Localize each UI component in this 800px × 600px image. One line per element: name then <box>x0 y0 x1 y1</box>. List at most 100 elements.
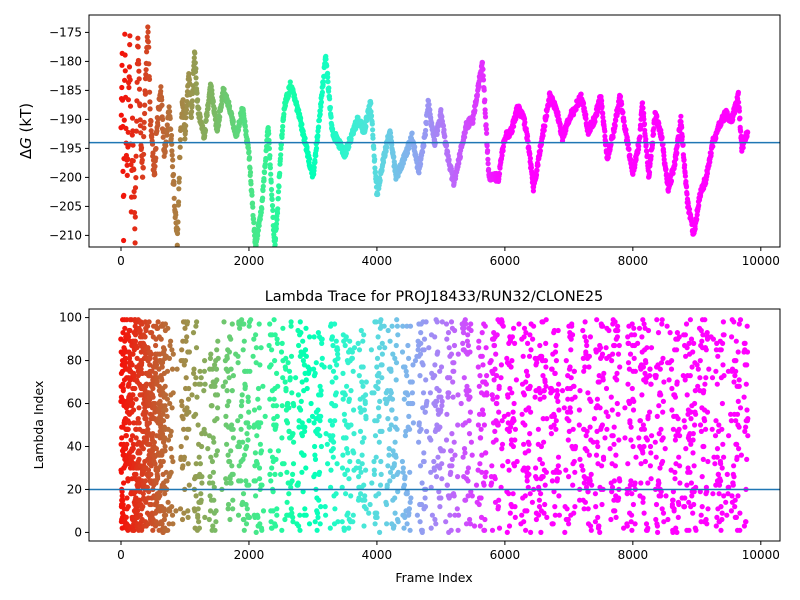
delta-g-point <box>127 33 133 39</box>
lambda-point <box>196 454 202 460</box>
lambda-point <box>230 373 236 379</box>
lambda-point <box>272 358 278 364</box>
lambda-point <box>403 368 409 374</box>
lambda-point <box>449 456 455 462</box>
lambda-point <box>588 527 594 533</box>
lambda-point <box>119 493 125 499</box>
lambda-point <box>139 370 145 376</box>
lambda-point <box>628 437 634 443</box>
lambda-point <box>303 353 309 359</box>
lambda-point <box>329 422 335 428</box>
lambda-point <box>207 493 213 499</box>
lambda-point <box>269 347 275 353</box>
lambda-point <box>637 418 644 424</box>
lambda-point <box>183 375 189 381</box>
lambda-point <box>376 413 382 419</box>
delta-g-point <box>118 112 124 118</box>
delta-g-point <box>132 226 138 232</box>
lambda-point <box>344 383 350 389</box>
lambda-point <box>566 474 572 480</box>
delta-g-point <box>130 142 136 148</box>
lambda-point <box>362 497 368 503</box>
lambda-point <box>361 332 367 338</box>
lambda-point <box>164 478 170 484</box>
lambda-point <box>147 362 153 368</box>
lambda-point <box>137 497 143 503</box>
lambda-point <box>215 355 221 361</box>
lambda-point <box>179 516 186 523</box>
delta-g-point <box>197 114 203 120</box>
lambda-point <box>330 342 336 349</box>
delta-g-point <box>145 24 151 30</box>
delta-g-x-tick-label: 2000 <box>234 254 265 268</box>
delta-g-point <box>668 178 675 184</box>
lambda-point <box>639 392 645 398</box>
delta-g-point <box>133 128 139 134</box>
lambda-point <box>286 428 292 434</box>
lambda-point <box>267 448 273 454</box>
lambda-point <box>505 458 511 465</box>
lambda-point <box>379 340 385 346</box>
lambda-point <box>153 446 159 452</box>
delta-g-point <box>135 35 141 41</box>
lambda-point <box>355 458 361 465</box>
delta-g-point <box>169 148 175 154</box>
lambda-point <box>630 501 637 508</box>
lambda-point <box>169 405 175 411</box>
delta-g-point <box>149 131 155 138</box>
lambda-point <box>165 325 171 331</box>
lambda-point <box>158 463 164 469</box>
lambda-point <box>270 489 276 495</box>
lambda-point <box>311 420 317 426</box>
delta-g-point <box>170 171 177 178</box>
lambda-point <box>555 398 561 404</box>
delta-g-point <box>580 100 587 106</box>
lambda-point <box>307 334 313 340</box>
lambda-point <box>212 527 218 533</box>
lambda-point <box>586 353 593 359</box>
lambda-point <box>478 495 484 501</box>
lambda-point <box>253 529 259 536</box>
delta-g-point <box>132 185 139 191</box>
lambda-point <box>145 345 151 351</box>
delta-g-point <box>542 123 548 129</box>
lambda-point <box>556 512 563 518</box>
delta-g-point <box>141 151 147 157</box>
lambda-point <box>374 418 380 424</box>
lambda-point <box>379 362 385 368</box>
lambda-point <box>406 510 412 516</box>
lambda-point <box>166 521 172 527</box>
lambda-point <box>248 317 254 323</box>
lambda-point <box>166 355 172 361</box>
lambda-point <box>253 493 259 499</box>
lambda-point <box>483 469 489 475</box>
delta-g-point <box>122 77 128 83</box>
lambda-point <box>534 360 540 366</box>
lambda-point <box>300 338 306 344</box>
delta-g-point <box>500 148 506 154</box>
lambda-point <box>627 420 633 426</box>
lambda-point <box>404 323 410 329</box>
lambda-point <box>553 418 559 424</box>
lambda-point <box>455 351 461 357</box>
lambda-point <box>330 454 336 460</box>
delta-g-point <box>182 136 188 142</box>
lambda-point <box>642 458 649 465</box>
delta-g-point <box>139 157 145 163</box>
lambda-point <box>284 499 290 505</box>
lambda-point <box>533 516 540 523</box>
lambda-point <box>512 426 519 432</box>
lambda-point <box>280 325 286 331</box>
delta-g-point <box>226 103 233 109</box>
lambda-point <box>504 355 510 361</box>
lambda-point <box>580 355 586 361</box>
lambda-point <box>571 368 578 374</box>
lambda-point <box>319 336 325 342</box>
delta-g-point <box>679 134 685 140</box>
delta-g-point <box>302 135 308 141</box>
delta-g-point <box>434 131 440 137</box>
lambda-point <box>377 398 383 404</box>
delta-g-point <box>274 217 280 223</box>
delta-g-point <box>537 148 544 154</box>
delta-g-point <box>287 79 293 85</box>
